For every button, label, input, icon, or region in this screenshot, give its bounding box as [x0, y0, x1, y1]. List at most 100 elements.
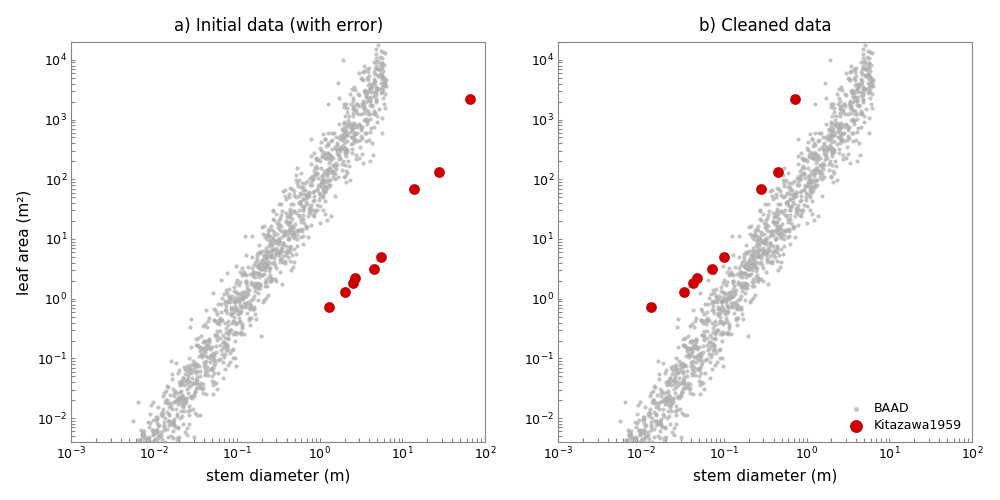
BAAD	[648, 399, 664, 407]
BAAD	[661, 396, 677, 404]
BAAD	[160, 418, 176, 426]
BAAD	[154, 412, 170, 420]
BAAD	[156, 424, 172, 432]
BAAD	[255, 230, 271, 238]
BAAD	[632, 444, 648, 452]
BAAD	[735, 284, 751, 292]
BAAD	[286, 244, 302, 252]
BAAD	[822, 141, 838, 149]
BAAD	[159, 382, 175, 390]
BAAD	[191, 342, 207, 350]
BAAD	[630, 440, 646, 448]
BAAD	[249, 253, 265, 261]
BAAD	[293, 234, 309, 241]
BAAD	[252, 281, 268, 289]
BAAD	[823, 122, 839, 130]
BAAD	[830, 119, 846, 127]
BAAD	[228, 262, 244, 270]
BAAD	[847, 76, 863, 84]
BAAD	[315, 185, 331, 193]
BAAD	[242, 270, 258, 278]
BAAD	[739, 284, 755, 292]
BAAD	[177, 428, 193, 436]
BAAD	[337, 172, 353, 180]
BAAD	[135, 430, 151, 438]
BAAD	[318, 142, 334, 150]
BAAD	[735, 282, 751, 290]
BAAD	[289, 242, 305, 250]
BAAD	[163, 400, 179, 407]
BAAD	[790, 201, 806, 209]
BAAD	[682, 351, 698, 359]
BAAD	[211, 320, 227, 328]
BAAD	[252, 260, 268, 268]
BAAD	[711, 319, 727, 327]
BAAD	[781, 227, 797, 235]
BAAD	[231, 294, 247, 302]
BAAD	[736, 253, 752, 261]
BAAD	[776, 234, 792, 242]
BAAD	[693, 316, 709, 324]
BAAD	[187, 388, 203, 396]
BAAD	[169, 396, 185, 404]
BAAD	[368, 50, 384, 58]
BAAD	[707, 318, 723, 326]
BAAD	[699, 356, 715, 364]
BAAD	[260, 290, 276, 298]
BAAD	[363, 88, 379, 96]
BAAD	[282, 242, 298, 250]
BAAD	[215, 344, 231, 352]
BAAD	[336, 104, 352, 112]
BAAD	[279, 232, 295, 239]
BAAD	[724, 270, 740, 278]
BAAD	[677, 342, 693, 350]
BAAD	[192, 372, 208, 380]
BAAD	[703, 354, 719, 362]
BAAD	[787, 233, 803, 241]
BAAD	[637, 422, 653, 430]
BAAD	[354, 76, 370, 84]
BAAD	[742, 260, 758, 268]
BAAD	[751, 240, 767, 248]
BAAD	[358, 115, 374, 123]
BAAD	[749, 252, 765, 260]
BAAD	[320, 153, 336, 161]
BAAD	[720, 303, 736, 311]
BAAD	[860, 46, 876, 54]
BAAD	[636, 428, 652, 436]
BAAD	[329, 140, 345, 148]
BAAD	[788, 208, 804, 216]
BAAD	[259, 262, 275, 270]
BAAD	[849, 102, 865, 110]
BAAD	[179, 385, 195, 393]
BAAD	[802, 193, 818, 201]
BAAD	[174, 396, 190, 404]
BAAD	[262, 278, 278, 285]
BAAD	[262, 270, 278, 278]
BAAD	[212, 334, 228, 342]
BAAD	[220, 335, 236, 343]
BAAD	[174, 412, 190, 420]
BAAD	[835, 106, 851, 114]
BAAD	[713, 304, 729, 312]
BAAD	[362, 84, 378, 92]
BAAD	[187, 387, 203, 395]
BAAD	[642, 404, 658, 412]
BAAD	[786, 200, 802, 208]
BAAD	[845, 115, 861, 123]
BAAD	[827, 120, 843, 128]
BAAD	[170, 369, 186, 377]
BAAD	[855, 50, 871, 58]
BAAD	[173, 406, 189, 414]
BAAD	[230, 306, 246, 314]
BAAD	[320, 140, 336, 147]
BAAD	[324, 168, 340, 175]
BAAD	[208, 316, 224, 324]
BAAD	[236, 304, 252, 312]
BAAD	[156, 426, 172, 434]
BAAD	[805, 176, 821, 184]
BAAD	[718, 294, 734, 302]
BAAD	[856, 64, 872, 72]
BAAD	[646, 396, 662, 404]
BAAD	[828, 112, 844, 120]
